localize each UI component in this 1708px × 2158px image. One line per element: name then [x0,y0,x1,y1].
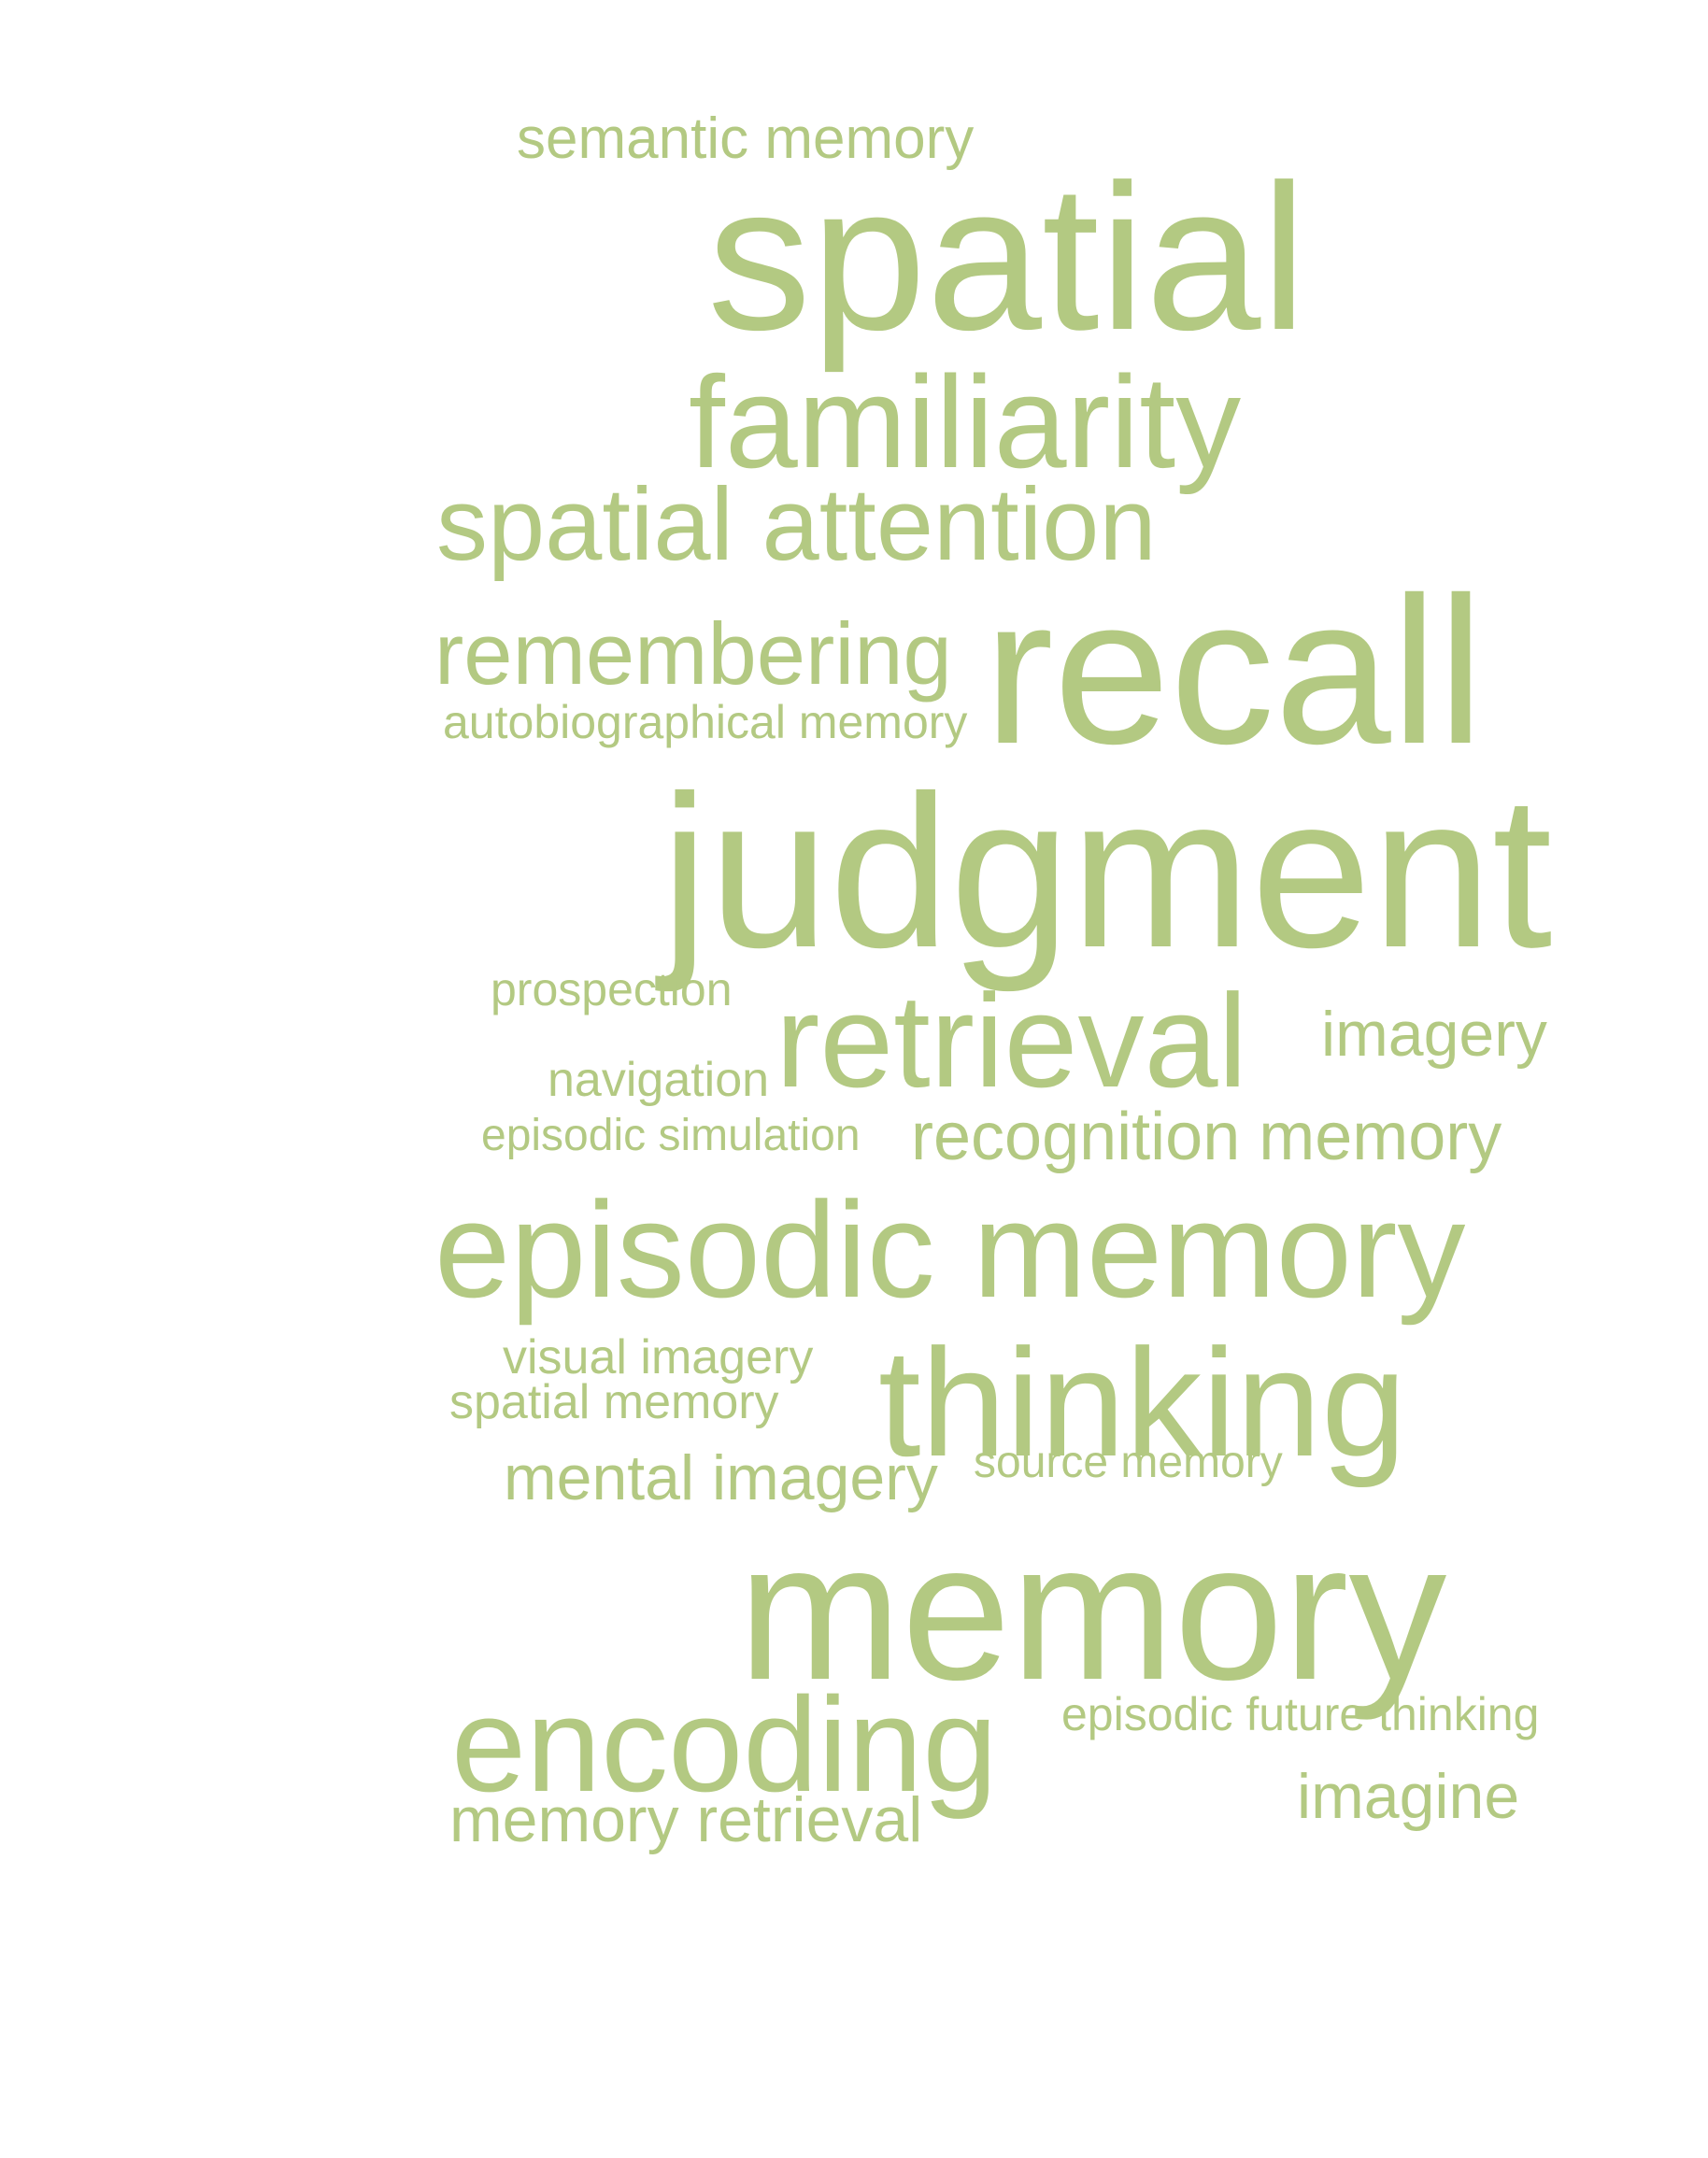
word-judgment: judgment [661,751,1553,993]
word-navigation: navigation [548,1053,770,1107]
word-memory-retrieval: memory retrieval [449,1784,923,1855]
word-visual-imagery: visual imagery [503,1330,814,1384]
word-spatial: spatial [707,142,1307,374]
word-recognition-memory: recognition memory [911,1100,1502,1174]
word-familiarity: familiarity [689,348,1242,495]
word-episodic-future-thinking: episodic future thinking [1061,1688,1540,1740]
word-spatial-memory: spatial memory [449,1375,779,1429]
word-retrieval: retrieval [776,967,1248,1115]
word-autobiographical-memory: autobiographical memory [443,696,968,748]
word-imagine: imagine [1297,1761,1520,1832]
word-semantic-memory: semantic memory [517,106,975,171]
word-mental-imagery: mental imagery [504,1442,938,1513]
word-memory: memory [738,1501,1447,1721]
word-source-memory: source memory [974,1438,1283,1487]
word-encoding: encoding [451,1669,998,1820]
word-prospection: prospection [491,963,733,1015]
word-thinking: thinking [878,1317,1407,1488]
word-episodic-simulation: episodic simulation [481,1111,861,1160]
word-recall: recall [984,554,1485,788]
word-episodic-memory: episodic memory [434,1173,1466,1326]
word-imagery: imagery [1321,999,1547,1070]
word-remembering: remembering [434,604,952,703]
word-spatial-attention: spatial attention [436,467,1157,582]
